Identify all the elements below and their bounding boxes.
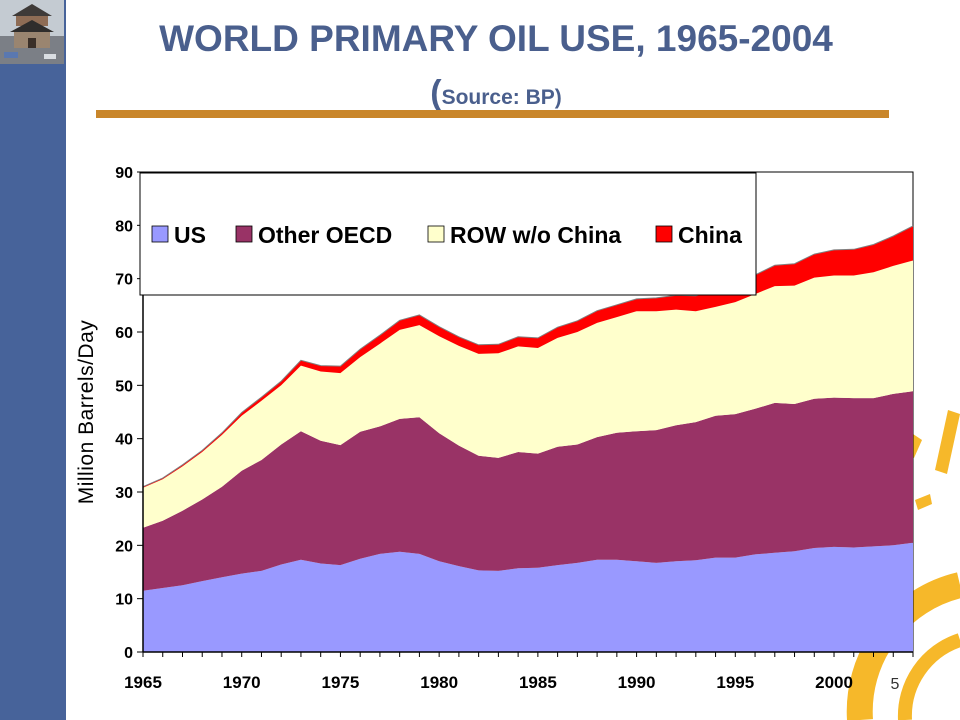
x-tick-label: 1975 — [322, 673, 360, 692]
y-tick-label: 70 — [115, 272, 133, 289]
area-series-row-w-o-china — [143, 260, 913, 528]
x-tick-label: 1980 — [420, 673, 458, 692]
area-series-other-oecd — [143, 391, 913, 591]
y-tick-label: 50 — [115, 378, 133, 395]
x-tick-label: 1965 — [124, 673, 162, 692]
subtitle-close-paren: ) — [554, 86, 562, 109]
chart-legend: US Other OECD ROW w/o China China — [139, 172, 757, 296]
x-tick-label: 1985 — [519, 673, 557, 692]
legend-label-other-oecd: Other OECD — [258, 222, 392, 248]
x-tick-label: 2000 — [815, 673, 853, 692]
slide-title: WORLD PRIMARY OIL USE, 1965-2004 — [159, 18, 833, 59]
legend-label-row-w-o-china: ROW w/o China — [450, 222, 621, 248]
legend-swatch-row-w-o-china — [427, 225, 445, 243]
legend-label-us: US — [174, 222, 206, 248]
legend-label-china: China — [678, 222, 742, 248]
y-tick-label: 80 — [115, 218, 133, 235]
sidebar-band — [0, 0, 66, 720]
title-underline — [96, 110, 889, 118]
bell-tower-photo — [0, 0, 64, 64]
x-tick-label: 1970 — [223, 673, 261, 692]
sun-ray — [915, 494, 932, 510]
y-tick-label: 90 — [115, 165, 133, 182]
legend-swatch-us — [151, 225, 169, 243]
y-tick-label: 40 — [115, 432, 133, 449]
page-number: 5 — [890, 676, 900, 693]
y-tick-label: 10 — [115, 592, 133, 609]
y-tick-label: 0 — [124, 645, 133, 662]
sun-ray — [935, 410, 960, 474]
chart-axes: 0 10 20 30 40 50 60 70 80 90 1965 1970 1975 1980 1985 1… — [75, 165, 914, 692]
y-tick-label: 30 — [115, 485, 133, 502]
y-tick-label: 20 — [115, 538, 133, 555]
legend-swatch-china — [655, 225, 673, 243]
x-tick-label: 1995 — [716, 673, 754, 692]
y-axis-title: Million Barrels/Day — [75, 320, 98, 505]
y-tick-label: 60 — [115, 325, 133, 342]
x-tick-label: 1990 — [618, 673, 656, 692]
subtitle-open-paren: ( — [430, 74, 442, 112]
slide-subtitle: (Source: BP) — [96, 74, 896, 113]
legend-swatch-other-oecd — [235, 225, 253, 243]
total-outline — [142, 225, 914, 488]
subtitle-source: Source: BP — [441, 86, 555, 109]
sun-arc-inner — [897, 633, 960, 720]
area-series-us — [143, 542, 913, 652]
